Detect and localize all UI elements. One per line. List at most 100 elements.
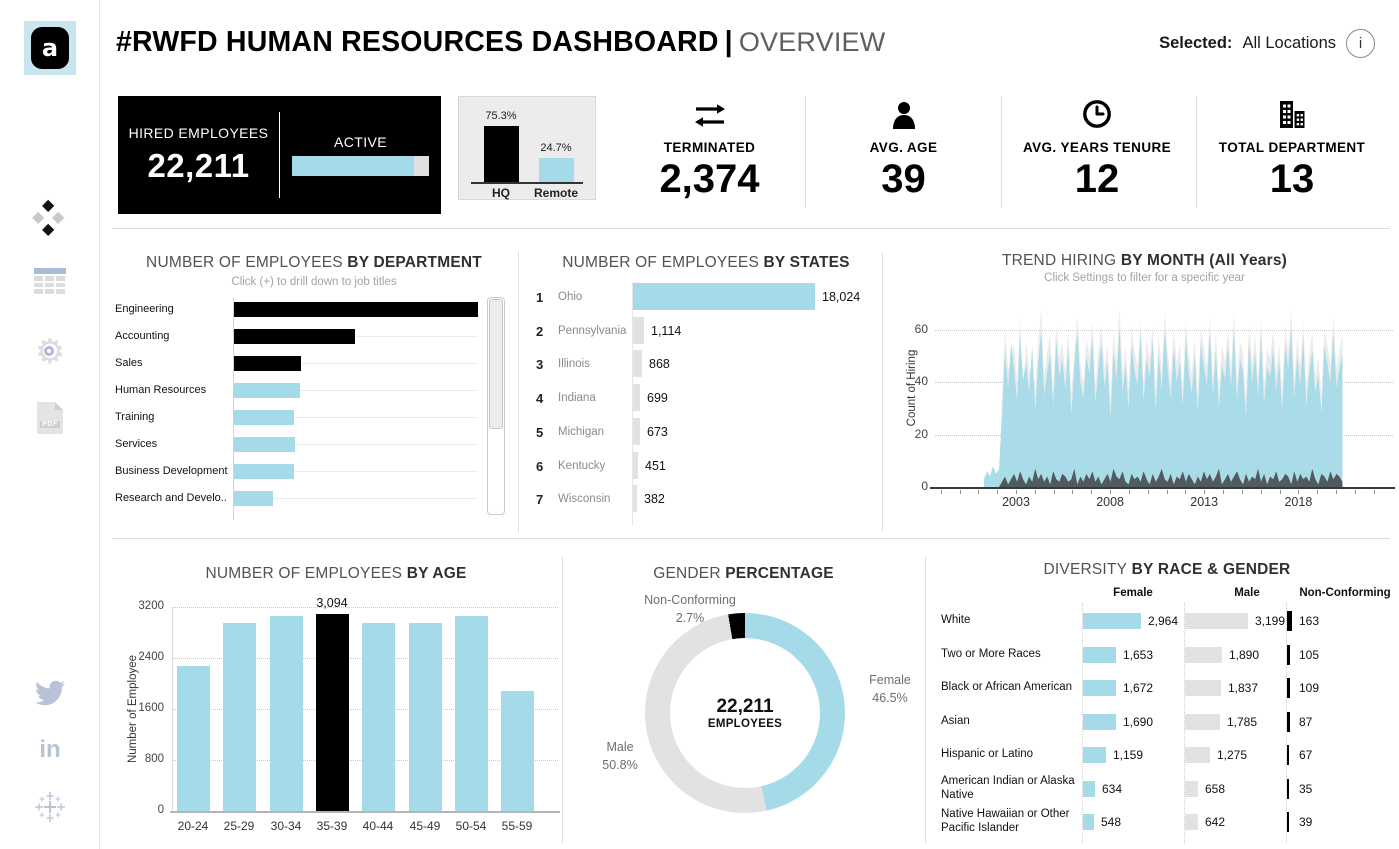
highlight-diamonds-icon[interactable]: ◆ ◆ ◆ ◆ (32, 197, 65, 238)
department-label: Engineering (115, 303, 174, 315)
scrollbar-thumb[interactable] (489, 299, 503, 429)
diversity-bar-male[interactable] (1185, 780, 1198, 797)
state-value: 673 (647, 424, 668, 439)
hq-remote-pct-label: 75.3% (485, 110, 517, 122)
pdf-label: PDF (40, 421, 60, 428)
info-icon[interactable]: i (1346, 29, 1375, 58)
panel-title: TREND HIRING BY MONTH (All Years) (1001, 252, 1288, 269)
state-rank: 7 (536, 492, 544, 508)
department-label: Research and Develo.. (115, 492, 227, 504)
twitter-icon[interactable] (0, 678, 100, 708)
hq-remote-cat-label: Remote (533, 186, 578, 200)
diversity-value: 1,837 (1228, 681, 1259, 695)
age-bar[interactable] (269, 616, 303, 811)
trend-area-chart[interactable] (935, 288, 1385, 490)
diversity-bar-non-conforming[interactable] (1287, 644, 1291, 665)
diversity-value: 87 (1299, 714, 1313, 729)
diversity-bar-non-conforming[interactable] (1287, 611, 1292, 631)
diversity-bar-female[interactable] (1083, 646, 1116, 663)
donut-center-label: EMPLOYEES (707, 718, 783, 730)
diversity-bar-female[interactable] (1083, 780, 1095, 797)
age-bar[interactable] (361, 623, 395, 811)
x-tick-label: 35-39 (316, 819, 348, 833)
y-tick-label: 2400 (138, 651, 164, 663)
age-chart-panel: NUMBER OF EMPLOYEES BY AGE Number of Emp… (110, 555, 562, 845)
state-bar[interactable] (633, 485, 637, 513)
pdf-export-icon[interactable]: PDF (0, 402, 100, 434)
app-logo-icon[interactable]: a (0, 21, 100, 75)
age-bar[interactable] (454, 616, 488, 811)
diversity-bar-female[interactable] (1083, 613, 1141, 629)
department-label: Sales (115, 357, 143, 369)
trend-chart-panel: TREND HIRING BY MONTH (All Years) Click … (890, 248, 1399, 530)
panel-subtitle: Click (+) to drill down to job titles (231, 276, 397, 288)
panel-title: NUMBER OF EMPLOYEES BY AGE (205, 565, 467, 582)
department-bar[interactable] (234, 437, 295, 452)
age-bar[interactable] (176, 666, 210, 811)
diversity-value: 109 (1299, 681, 1320, 695)
diversity-bar-non-conforming[interactable] (1287, 711, 1290, 732)
age-bar[interactable] (222, 623, 256, 811)
diversity-bar-male[interactable] (1185, 613, 1248, 629)
divider (112, 228, 1390, 229)
x-tick-label: 45-49 (409, 819, 441, 833)
state-bar[interactable] (633, 316, 644, 344)
slice-label-nonconforming: Non-Conforming 2.7% (644, 593, 736, 626)
race-label: Two or More Races (941, 647, 1041, 660)
age-bar[interactable] (315, 614, 349, 811)
hq-remote-pct-label: 24.7% (540, 142, 572, 154)
diversity-bar-non-conforming[interactable] (1287, 812, 1289, 832)
state-bar[interactable] (633, 451, 638, 479)
department-label: Business Development (115, 465, 228, 477)
department-bar[interactable] (234, 383, 300, 398)
diversity-bar-male[interactable] (1185, 814, 1198, 830)
diversity-bar-female[interactable] (1083, 814, 1094, 830)
age-bar[interactable] (408, 623, 442, 811)
department-bar[interactable] (234, 464, 294, 479)
state-bar[interactable] (633, 350, 642, 378)
tableau-icon[interactable] (0, 792, 100, 822)
department-bar[interactable] (234, 302, 478, 317)
diversity-bar-female[interactable] (1083, 713, 1116, 730)
department-bar[interactable] (234, 356, 301, 371)
diversity-bar-non-conforming[interactable] (1287, 745, 1290, 765)
diversity-value: 1,690 (1123, 714, 1154, 729)
linkedin-icon[interactable]: in (39, 736, 61, 763)
department-bar[interactable] (234, 491, 273, 506)
x-tick-label: 50-54 (455, 819, 487, 833)
diversity-value: 642 (1205, 815, 1226, 829)
buildings-icon (1276, 98, 1308, 130)
hq-remote-bar[interactable] (484, 126, 519, 182)
diversity-bar-male[interactable] (1185, 747, 1210, 763)
kpi-label: AVG. YEARS TENURE (1022, 140, 1172, 155)
hired-active-card: HIRED EMPLOYEES 22,211 ACTIVE (118, 96, 441, 214)
diversity-bar-non-conforming[interactable] (1287, 678, 1291, 698)
kpi-total-department: TOTAL DEPARTMENT 13 (1204, 98, 1380, 210)
diversity-bar-female[interactable] (1083, 680, 1116, 696)
settings-gear-icon[interactable]: ⚙︎ (0, 333, 100, 371)
hq-remote-cat-label: HQ (492, 186, 510, 200)
sidebar: a ◆ ◆ ◆ ◆ ⚙︎ PDF (0, 0, 100, 849)
state-bar[interactable] (633, 283, 815, 310)
app-logo-glyph: a (31, 27, 69, 69)
diversity-bar-male[interactable] (1185, 680, 1221, 696)
department-bar[interactable] (234, 410, 294, 425)
diversity-bar-male[interactable] (1185, 646, 1222, 663)
y-tick-label: 800 (144, 753, 164, 765)
y-tick-label: 0 (921, 479, 928, 493)
diversity-value: 105 (1299, 647, 1320, 662)
age-bar[interactable] (500, 691, 534, 811)
department-bar[interactable] (234, 329, 355, 344)
diversity-bar-male[interactable] (1185, 713, 1220, 730)
state-bar[interactable] (633, 417, 640, 445)
x-tick-label: 25-29 (223, 819, 255, 833)
gender-donut[interactable]: 22,211 EMPLOYEES (645, 613, 845, 813)
hq-remote-bar[interactable] (539, 158, 574, 182)
diversity-value: 3,199 (1255, 614, 1286, 628)
state-bar[interactable] (633, 384, 640, 412)
active-progress-bar[interactable] (292, 156, 429, 176)
diversity-bar-non-conforming[interactable] (1287, 778, 1289, 799)
data-table-icon[interactable] (0, 268, 100, 296)
diversity-bar-female[interactable] (1083, 747, 1106, 763)
